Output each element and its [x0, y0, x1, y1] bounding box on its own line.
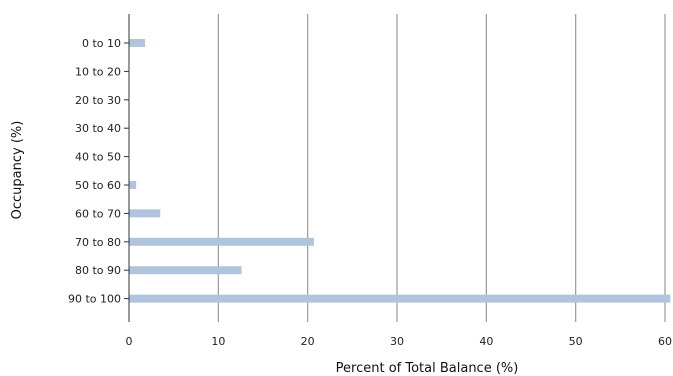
- y-tick-label: 10 to 20: [75, 65, 121, 78]
- y-tick-label: 90 to 100: [68, 293, 121, 306]
- y-tick-label: 80 to 90: [75, 264, 121, 277]
- y-tick-label: 0 to 10: [82, 37, 121, 50]
- bar: [129, 39, 146, 47]
- bar: [129, 266, 242, 275]
- x-tick-label: 30: [390, 335, 404, 348]
- x-tick-label: 50: [569, 335, 583, 348]
- grid-lines: [217, 14, 666, 322]
- y-tick-labels: 0 to 10 10 to 20 20 to 30 30 to 40 40 to 50 5…: [68, 37, 129, 306]
- y-tick-label: 50 to 60: [75, 179, 121, 192]
- y-tick-label: 60 to 70: [75, 207, 121, 220]
- y-tick-label: 30 to 40: [75, 122, 121, 135]
- bar: [129, 181, 137, 189]
- bar: [129, 294, 671, 303]
- bar: [129, 237, 314, 246]
- y-tick-label: 20 to 30: [75, 94, 121, 107]
- x-tick-label: 20: [301, 335, 315, 348]
- bars: [129, 39, 671, 303]
- x-tick-label: 10: [211, 335, 225, 348]
- x-tick-label: 0: [126, 335, 133, 348]
- x-tick-label: 40: [479, 335, 493, 348]
- bar: [129, 209, 161, 218]
- y-tick-label: 70 to 80: [75, 236, 121, 249]
- y-axis-title: Occupancy (%): [10, 121, 25, 220]
- x-tick-labels: 0 10 20 30 40 50 60: [126, 335, 673, 348]
- y-tick-label: 40 to 50: [75, 151, 121, 164]
- x-axis-title: Percent of Total Balance (%): [336, 361, 519, 376]
- x-tick-label: 60: [658, 335, 672, 348]
